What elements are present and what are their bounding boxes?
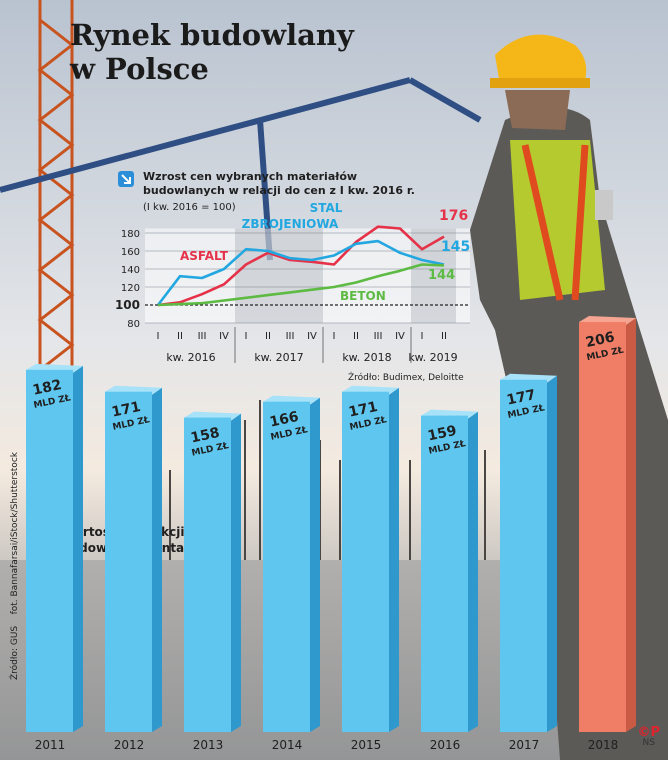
end-value-beton: 144 — [428, 268, 455, 283]
bar-value-label: 206 — [584, 329, 616, 351]
line-chart-header: Wzrost cen wybranych materiałów budowlan… — [118, 170, 415, 213]
bar-category-label: 2016 — [430, 738, 461, 752]
x-tick-label: II — [441, 331, 447, 342]
arrow-icon — [121, 174, 131, 184]
x-tick-label: I — [245, 331, 248, 342]
bar-side — [231, 413, 241, 732]
line-chart-title-2: budowlanych w relacji do cen z I kw. 201… — [143, 184, 415, 197]
title-line-1: Rynek budowlany — [70, 18, 354, 52]
x-tick-label: I — [421, 331, 424, 342]
bar — [26, 369, 73, 732]
bar-side — [389, 387, 399, 732]
bar-category-label: 2013 — [193, 738, 224, 752]
x-tick-label: IV — [395, 331, 405, 342]
series-label-beton: BETON — [340, 289, 386, 303]
bar-category-label: 2011 — [35, 738, 66, 752]
photo-credit: fot. Bannafarsai/iStock/Shutterstock — [10, 452, 20, 615]
y-tick-label: 120 — [121, 283, 140, 294]
line-chart-title-1: Wzrost cen wybranych materiałów — [143, 170, 357, 183]
author-initials: NS — [642, 738, 655, 748]
x-tick-label: IV — [219, 331, 229, 342]
bar-category-label: 2015 — [351, 738, 382, 752]
year-band-shade — [235, 228, 323, 323]
page-title: Rynek budowlany w Polsce — [70, 18, 354, 86]
y-tick-label: 180 — [121, 229, 140, 240]
bar-side — [152, 387, 162, 732]
y-tick-label: 80 — [127, 319, 140, 330]
end-value-asfalt: 176 — [439, 208, 468, 224]
bar-side — [547, 375, 557, 732]
bar-side — [73, 365, 83, 732]
copyright-symbol: ©P — [637, 725, 660, 740]
bar — [263, 401, 310, 732]
title-line-2: w Polsce — [70, 52, 209, 86]
x-tick-label: III — [198, 331, 207, 342]
series-line-beton — [157, 263, 445, 307]
bar-side — [626, 318, 636, 732]
bar-value-label: 177 — [505, 387, 537, 409]
bar — [421, 415, 468, 732]
bar-source-and-credit: Źródło: GUS fot. Bannafarsai/iStock/Shut… — [10, 452, 20, 680]
bar-category-label: 2012 — [114, 738, 145, 752]
bar-category-label: 2017 — [509, 738, 540, 752]
copyright-mark: ©P NS — [637, 725, 660, 748]
x-tick-label: II — [353, 331, 359, 342]
y-tick-label: 100 — [115, 298, 140, 312]
x-year-label: kw. 2017 — [254, 351, 303, 364]
series-line-stal — [156, 239, 445, 306]
bar-value-label: 171 — [110, 399, 142, 421]
x-year-label: kw. 2019 — [408, 351, 457, 364]
bar-category-label: 2014 — [272, 738, 303, 752]
x-tick-label: III — [374, 331, 383, 342]
bar — [184, 417, 231, 732]
series-line-asfalt — [157, 225, 445, 307]
series-label-asfalt: ASFALT — [180, 249, 229, 263]
y-tick-label: 140 — [121, 265, 140, 276]
x-tick-label: IV — [307, 331, 317, 342]
bar-value-label: 166 — [268, 409, 300, 431]
bar — [342, 391, 389, 732]
bar-side — [468, 411, 478, 732]
bar — [105, 391, 152, 732]
line-chart-title: Wzrost cen wybranych materiałów budowlan… — [143, 170, 415, 197]
line-chart-source: Źródło: Budimex, Deloitte — [348, 371, 464, 383]
y-tick-label: 160 — [121, 247, 140, 258]
bar — [500, 379, 547, 732]
bar — [579, 322, 626, 732]
bar-value-label: 159 — [426, 423, 458, 445]
bar-category-label: 2018 — [588, 738, 619, 752]
x-tick-label: I — [157, 331, 160, 342]
x-tick-label: II — [177, 331, 183, 342]
bar-chart-source: Źródło: GUS — [10, 625, 20, 680]
x-tick-label: I — [333, 331, 336, 342]
x-tick-label: III — [286, 331, 295, 342]
series-label-stal-2: ZBROJENIOWA — [242, 217, 339, 231]
bar-value-label: 171 — [347, 399, 379, 421]
bar-value-label: 158 — [189, 425, 221, 447]
x-year-label: kw. 2016 — [166, 351, 215, 364]
end-value-stal: 145 — [441, 239, 470, 255]
bar-side — [310, 397, 320, 732]
x-year-label: kw. 2018 — [342, 351, 391, 364]
x-tick-label: II — [265, 331, 271, 342]
series-label-stal-1: STAL — [310, 201, 343, 215]
bar-value-label: 182 — [31, 377, 63, 399]
line-chart-subtitle: (I kw. 2016 = 100) — [143, 202, 236, 213]
